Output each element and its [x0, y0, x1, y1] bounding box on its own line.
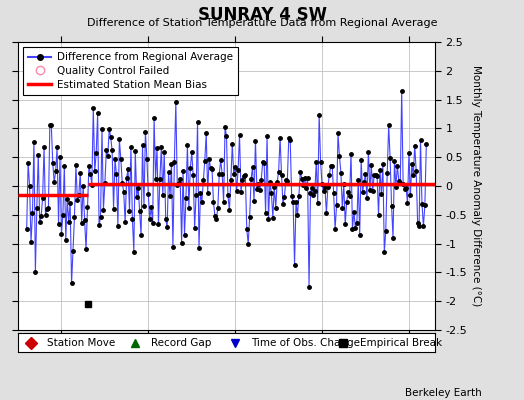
Text: Record Gap: Record Gap	[151, 338, 212, 348]
Text: Berkeley Earth: Berkeley Earth	[406, 388, 482, 398]
Text: Time of Obs. Change: Time of Obs. Change	[252, 338, 361, 348]
Text: SUNRAY 4 SW: SUNRAY 4 SW	[198, 6, 326, 24]
Text: Station Move: Station Move	[47, 338, 115, 348]
Legend: Difference from Regional Average, Quality Control Failed, Estimated Station Mean: Difference from Regional Average, Qualit…	[23, 47, 238, 95]
Text: Difference of Station Temperature Data from Regional Average: Difference of Station Temperature Data f…	[87, 18, 437, 28]
Text: Empirical Break: Empirical Break	[360, 338, 442, 348]
Y-axis label: Monthly Temperature Anomaly Difference (°C): Monthly Temperature Anomaly Difference (…	[471, 65, 481, 307]
